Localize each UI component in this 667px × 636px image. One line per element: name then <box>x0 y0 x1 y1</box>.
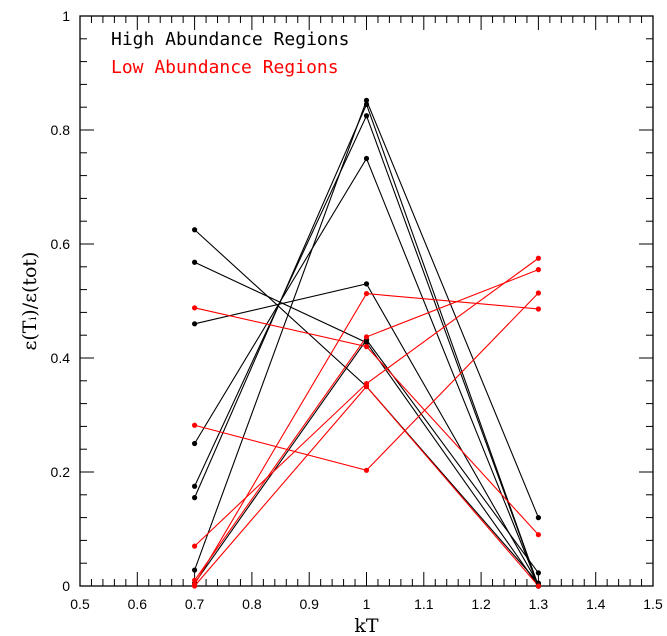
series-line-high-2 <box>194 283 539 585</box>
data-point-high-5-1 <box>363 101 370 107</box>
y-tick-label: 0.4 <box>51 350 71 366</box>
data-point-high-6-1 <box>363 97 370 103</box>
series-line-high-1 <box>194 261 539 587</box>
data-point-high-0-0 <box>192 227 198 233</box>
series-line-high-3 <box>194 157 539 587</box>
data-point-high-7-2 <box>535 570 542 576</box>
data-point-low-5-1 <box>363 383 370 390</box>
legend-high-abundance: High Abundance Regions <box>111 29 349 50</box>
x-tick-label: 0.8 <box>242 596 262 612</box>
data-point-low-3-1 <box>363 334 370 340</box>
x-tick-label: 0.5 <box>70 596 90 612</box>
x-tick-label: 1.5 <box>643 596 663 612</box>
y-tick-label: 1 <box>62 8 70 24</box>
series-line-low-3 <box>194 269 539 581</box>
data-point-low-0-2 <box>535 532 542 538</box>
data-point-low-1-1 <box>363 467 370 473</box>
data-point-high-5-0 <box>192 495 198 501</box>
legend-low-abundance: Low Abundance Regions <box>111 57 339 78</box>
data-point-low-5-2 <box>535 583 542 589</box>
data-point-high-6-2 <box>535 515 542 521</box>
tick-labels: 0.5 0.6 0.7 0.8 0.9 1 1.1 1.2 1.3 1.4 1.5 0 0.2 0.4 0.… <box>51 8 663 612</box>
data-point-low-3-0 <box>192 577 198 583</box>
x-tick-label: 0.7 <box>185 596 205 612</box>
series-line-low-5 <box>194 385 539 587</box>
ticks <box>79 15 654 587</box>
x-tick-label: 1.2 <box>471 596 491 612</box>
data-point-low-0-0 <box>192 305 198 311</box>
x-tick-label: 1.3 <box>529 596 549 612</box>
points <box>192 97 542 589</box>
y-tick-label: 0.6 <box>51 236 71 252</box>
data-point-high-4-0 <box>192 483 198 489</box>
y-tick-label: 0.2 <box>51 464 71 480</box>
data-point-high-2-0 <box>192 321 198 327</box>
data-point-high-6-0 <box>192 567 198 573</box>
data-point-high-4-1 <box>363 113 370 119</box>
x-tick-label: 1.1 <box>414 596 434 612</box>
data-point-low-2-2 <box>535 255 542 261</box>
data-point-high-3-0 <box>192 440 198 447</box>
data-point-low-3-2 <box>535 267 542 273</box>
data-point-high-3-1 <box>363 155 370 162</box>
data-point-low-4-2 <box>535 306 542 312</box>
x-axis-label: kT <box>354 615 379 636</box>
x-tick-label: 1.4 <box>586 596 606 612</box>
x-tick-label: 0.6 <box>128 596 148 612</box>
data-point-low-2-0 <box>192 543 198 549</box>
y-axis-label: ε(Tᵢ)/ε(tot) <box>19 252 41 351</box>
data-point-low-4-1 <box>363 290 370 297</box>
x-tick-label: 0.9 <box>299 596 319 612</box>
y-tick-label: 0.8 <box>51 122 71 138</box>
data-point-low-1-0 <box>192 422 198 428</box>
y-tick-label: 0 <box>62 578 70 594</box>
series-line-high-4 <box>194 114 539 587</box>
data-point-low-5-0 <box>192 583 198 589</box>
data-point-low-1-2 <box>535 290 542 296</box>
data-point-low-0-1 <box>363 344 370 350</box>
x-tick-label: 1 <box>363 596 371 612</box>
data-point-high-2-1 <box>363 281 370 287</box>
data-point-high-1-0 <box>192 259 198 265</box>
